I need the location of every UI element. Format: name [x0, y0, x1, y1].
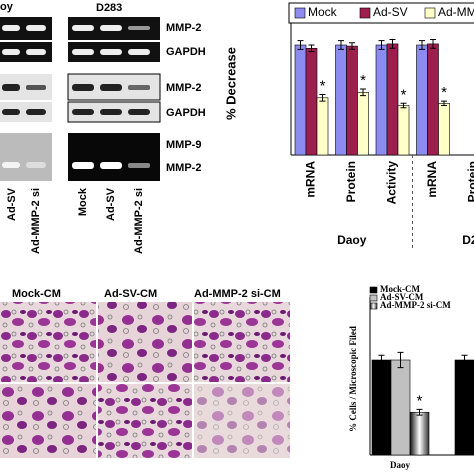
lane-label: Mock [77, 187, 89, 216]
bar [409, 411, 430, 456]
error-bar [419, 40, 425, 50]
error-bar [416, 408, 423, 416]
legend-swatch [369, 302, 378, 310]
bar [438, 103, 450, 156]
error-bar [400, 102, 407, 109]
error-bar [360, 88, 366, 97]
error-bar [397, 351, 404, 369]
legend-swatch [369, 294, 378, 302]
blot-label: GAPDH [166, 46, 206, 58]
micrograph [98, 384, 192, 458]
bands [2, 25, 150, 55]
x-tick-label: mRNA [303, 161, 317, 198]
error-bar [349, 42, 355, 50]
error-bar [297, 40, 304, 50]
y-axis-label: % Decrease [223, 47, 238, 120]
legend-label: Mock-CM [380, 284, 420, 294]
lane-label: Ad-MMP-2 si [133, 188, 145, 254]
bar [346, 45, 358, 156]
blot-header: D283 [96, 2, 122, 14]
bar [305, 47, 318, 156]
bar [427, 43, 439, 156]
micrograph [98, 302, 192, 382]
micrograph [194, 384, 290, 458]
lane-label: Ad-MMP-2 si [30, 188, 42, 254]
error-bar [389, 39, 396, 49]
bar [397, 105, 410, 156]
blot-label: MMP-2 [166, 162, 201, 174]
micrograph-label: Mock-CM [12, 288, 61, 300]
bar [371, 359, 392, 456]
legend-label: Ad-MMP-2 si [438, 5, 474, 19]
error-bar [378, 40, 385, 50]
legend-swatch [424, 7, 436, 19]
bar [386, 43, 399, 156]
bar [375, 44, 388, 156]
x-tick-label: mRNA [425, 161, 439, 198]
blot [0, 133, 52, 181]
blot-label: MMP-2 [166, 22, 201, 34]
blot [0, 17, 52, 40]
legend-swatch [359, 7, 371, 19]
legend-swatch [369, 286, 378, 294]
legend-label: Ad-SV [373, 5, 408, 19]
lane-label: Ad-SV [105, 187, 117, 221]
micrograph-panel: Mock-CM Ad-SV-CM Ad-MMP-2 si-CM [0, 288, 290, 458]
bar [416, 44, 428, 156]
blot-header: oy [0, 1, 14, 13]
bar [454, 359, 474, 456]
error-bar [338, 40, 344, 50]
x-tick-label: Protein [465, 161, 474, 202]
legend-swatch [294, 7, 306, 19]
annotation: * [417, 392, 423, 409]
error-bar [319, 94, 326, 102]
annotation: * [401, 86, 407, 103]
bar [294, 44, 307, 156]
error-bar [461, 354, 468, 366]
micrograph [194, 302, 290, 382]
group-label: D28 [462, 233, 474, 247]
annotation: * [320, 77, 326, 94]
x-tick-label: Protein [344, 161, 358, 202]
blot [68, 133, 160, 181]
error-bar [430, 39, 436, 49]
error-bar [308, 44, 315, 53]
bar [357, 92, 369, 156]
bands [2, 162, 150, 169]
annotation: * [441, 84, 447, 101]
micrograph [0, 302, 96, 382]
error-bar [441, 100, 447, 106]
blot-label: MMP-2 [166, 82, 201, 94]
bands [2, 84, 150, 115]
lane-label: Ad-SV [6, 187, 18, 221]
micrograph-label: Ad-MMP-2 si-CM [194, 288, 281, 300]
y-axis-label: % Cells / Microscopic Filed [348, 326, 358, 432]
micrograph-label: Ad-SV-CM [104, 288, 157, 300]
micrograph [0, 384, 96, 458]
blot-label: MMP-9 [166, 139, 201, 151]
bar [390, 359, 411, 456]
legend-label: Ad-MMP-2 si-CM [380, 300, 451, 310]
bar [335, 44, 347, 156]
x-tick-label: Daoy [390, 460, 410, 470]
x-tick-label: Activity [384, 161, 398, 205]
error-bar [378, 354, 385, 366]
bar [316, 97, 329, 156]
annotation: * [360, 72, 366, 89]
blot-label: GAPDH [166, 107, 206, 119]
blot-panel: oy D283 MMP-2 GAPDH MMP-2 GAPD [0, 1, 206, 254]
legend-label: Ad-SV-CM [380, 292, 424, 302]
legend-label: Mock [308, 5, 338, 19]
group-label: Daoy [337, 233, 367, 247]
